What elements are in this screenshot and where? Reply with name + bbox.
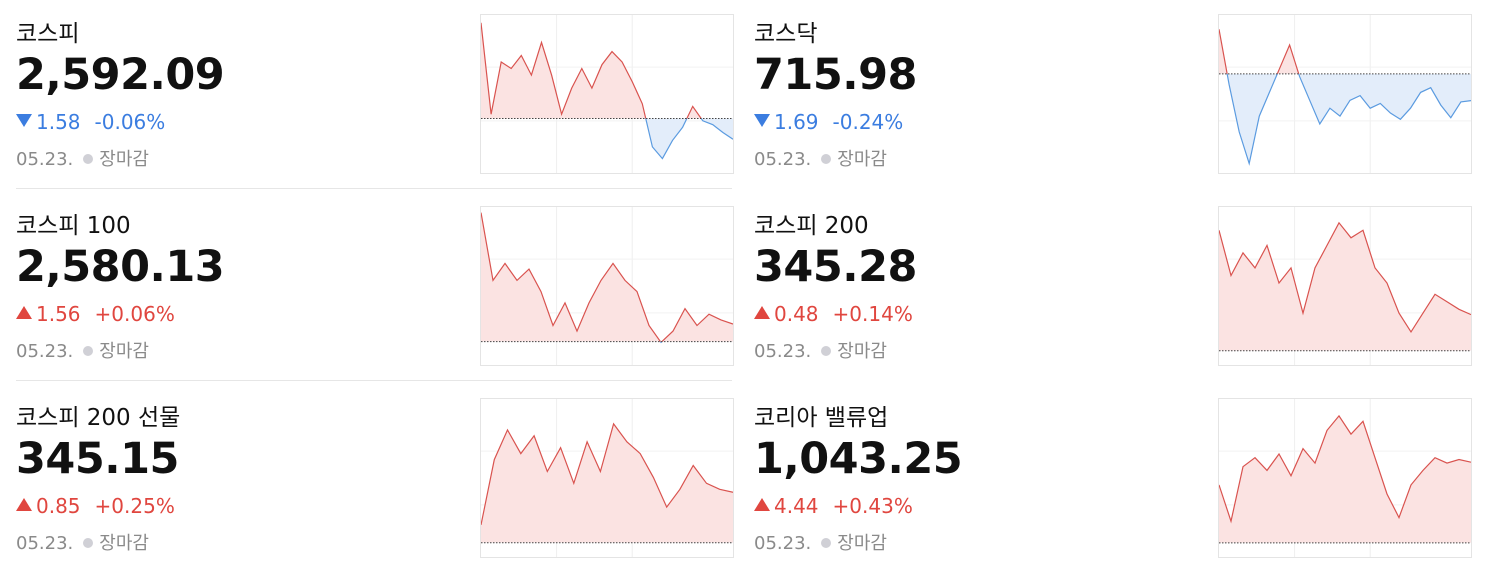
index-price: 345.15 (16, 434, 179, 484)
change-row: 1.69 -0.24% (754, 110, 917, 134)
index-card[interactable]: 코리아 밸류업 1,043.25 4.44 +0.43% 05.23. 장마감 (754, 384, 1472, 576)
index-name: 코스피 100 (16, 213, 131, 239)
meta-row: 05.23. 장마감 (16, 337, 149, 363)
change-row: 1.58 -0.06% (16, 110, 179, 134)
direction-icon (16, 306, 32, 319)
sparkline-area (481, 118, 733, 159)
date: 05.23. (754, 341, 812, 362)
change-value: 1.58 (36, 110, 81, 134)
status-dot (83, 538, 94, 548)
sparkline-line (481, 422, 733, 526)
direction-icon (754, 114, 770, 127)
sparkline-area (481, 212, 733, 342)
sparkline-line (481, 212, 733, 342)
index-name: 코스피 (16, 21, 80, 47)
status-dot (821, 538, 832, 548)
change-value: 0.85 (36, 494, 81, 518)
sparkline (480, 398, 734, 558)
sparkline-line (1219, 414, 1471, 524)
date: 05.23. (16, 149, 74, 170)
sparkline-line (1226, 73, 1471, 166)
change-row: 1.56 +0.06% (16, 302, 189, 326)
status-dot (83, 154, 94, 164)
sparkline-area (481, 22, 702, 119)
index-price: 2,580.13 (16, 242, 225, 292)
index-card[interactable]: 코스피 100 2,580.13 1.56 +0.06% 05.23. 장마감 (16, 192, 734, 384)
index-card[interactable]: 코스피 2,592.09 1.58 -0.06% 05.23. 장마감 (16, 0, 734, 192)
sparkline-area (1219, 73, 1471, 164)
change-value: 0.48 (774, 302, 819, 326)
status-dot (83, 346, 94, 356)
sparkline (1218, 206, 1472, 366)
index-card[interactable]: 코스피 200 선물 345.15 0.85 +0.25% 05.23. 장마감 (16, 384, 734, 576)
index-card[interactable]: 코스닥 715.98 1.69 -0.24% 05.23. 장마감 (754, 0, 1472, 192)
change-percent: +0.14% (832, 302, 913, 326)
change-row: 4.44 +0.43% (754, 494, 927, 518)
index-price: 1,043.25 (754, 434, 963, 484)
sparkline-area (481, 423, 733, 543)
date: 05.23. (16, 341, 74, 362)
index-name: 코스피 200 (754, 213, 869, 239)
sparkline-line (1219, 221, 1471, 334)
meta-row: 05.23. 장마감 (754, 145, 887, 171)
index-name: 코리아 밸류업 (754, 405, 889, 431)
direction-icon (754, 306, 770, 319)
meta-row: 05.23. 장마감 (16, 529, 149, 555)
market-status: 장마감 (99, 149, 149, 170)
sparkline-area (1219, 415, 1471, 543)
sparkline-area (1219, 222, 1471, 351)
change-percent: -0.24% (832, 110, 904, 134)
change-value: 1.56 (36, 302, 81, 326)
market-status: 장마감 (837, 533, 887, 554)
market-status: 장마감 (837, 149, 887, 170)
sparkline (1218, 398, 1472, 558)
index-card[interactable]: 코스피 200 345.28 0.48 +0.14% 05.23. 장마감 (754, 192, 1472, 384)
status-dot (821, 346, 832, 356)
index-price: 345.28 (754, 242, 917, 292)
separator (16, 188, 732, 189)
separator (16, 380, 732, 381)
meta-row: 05.23. 장마감 (16, 145, 149, 171)
sparkline-area (1219, 29, 1299, 74)
date: 05.23. (754, 533, 812, 554)
change-value: 4.44 (774, 494, 819, 518)
index-price: 715.98 (754, 50, 917, 100)
date: 05.23. (16, 533, 74, 554)
change-percent: -0.06% (94, 110, 166, 134)
change-percent: +0.06% (94, 302, 175, 326)
change-percent: +0.25% (94, 494, 175, 518)
sparkline (480, 14, 734, 174)
index-name: 코스닥 (754, 21, 818, 47)
market-status: 장마감 (99, 341, 149, 362)
index-price: 2,592.09 (16, 50, 225, 100)
direction-icon (16, 114, 32, 127)
index-name: 코스피 200 선물 (16, 405, 181, 431)
sparkline (480, 206, 734, 366)
status-dot (821, 154, 832, 164)
meta-row: 05.23. 장마감 (754, 337, 887, 363)
change-percent: +0.43% (832, 494, 913, 518)
meta-row: 05.23. 장마감 (754, 529, 887, 555)
change-row: 0.85 +0.25% (16, 494, 189, 518)
direction-icon (754, 498, 770, 511)
date: 05.23. (754, 149, 812, 170)
change-row: 0.48 +0.14% (754, 302, 927, 326)
sparkline-line (481, 22, 702, 119)
market-status: 장마감 (99, 533, 149, 554)
market-status: 장마감 (837, 341, 887, 362)
direction-icon (16, 498, 32, 511)
change-value: 1.69 (774, 110, 819, 134)
sparkline (1218, 14, 1472, 174)
